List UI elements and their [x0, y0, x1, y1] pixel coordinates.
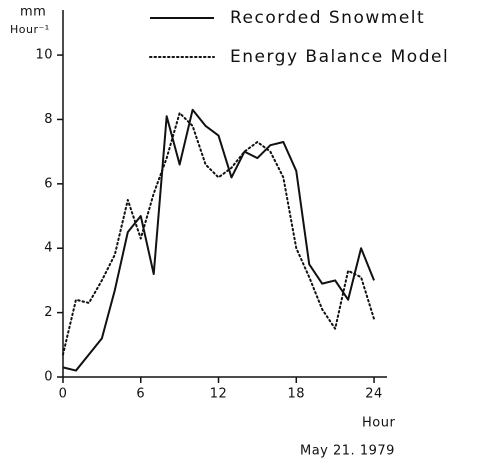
x-tick-label: 0	[59, 387, 68, 402]
y-tick-label: 8	[44, 112, 53, 127]
y-label: mm	[20, 5, 46, 20]
legend-label: Recorded Snowmelt	[230, 8, 425, 28]
y-tick-label: 2	[44, 305, 53, 320]
y-tick-label: 6	[44, 176, 53, 191]
y-tick-label: 10	[35, 48, 53, 63]
x-tick-label: 24	[365, 387, 383, 402]
y-tick-label: 4	[44, 241, 53, 256]
series-line	[62, 112, 376, 356]
y-unit: Hour⁻¹	[10, 23, 50, 36]
note: May 21. 1979	[300, 444, 395, 459]
x-tick-label: 6	[136, 387, 145, 402]
legend-label: Energy Balance Model	[230, 47, 449, 67]
x-tick-label: 12	[210, 387, 228, 402]
x-tick-label: 18	[288, 387, 306, 402]
series-line	[62, 108, 375, 372]
x-label: Hour	[362, 416, 395, 431]
y-tick-label: 0	[44, 370, 53, 385]
